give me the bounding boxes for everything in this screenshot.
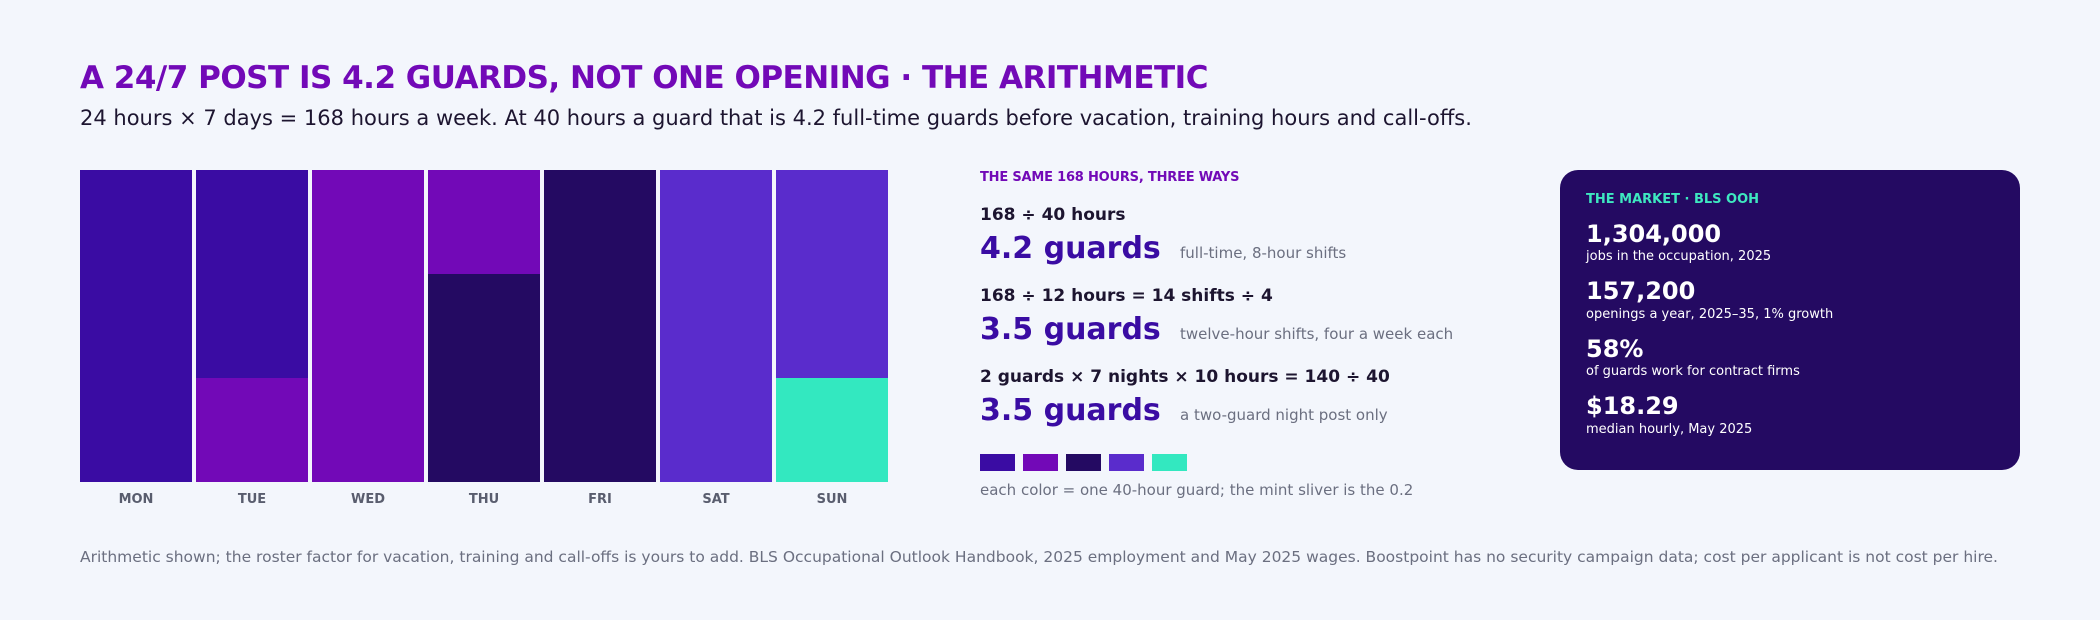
guard-shift-segment <box>312 170 424 482</box>
color-legend-note: each color = one 40-hour guard; the mint… <box>980 481 1414 499</box>
way-result: 3.5 guards <box>980 312 1161 347</box>
day-label: THU <box>468 492 500 507</box>
stat-description: openings a year, 2025–35, 1% growth <box>1586 306 1834 322</box>
roster-day-labels: MON TUE WED THU FRI SAT SUN <box>80 492 888 507</box>
stat-value: 157,200 <box>1586 277 1696 306</box>
roster-day-column <box>776 170 888 482</box>
roster-day-column <box>80 170 192 482</box>
way-result: 3.5 guards <box>980 393 1161 428</box>
stat-description: of guards work for contract firms <box>1586 364 1800 380</box>
legend-swatch <box>1066 454 1101 471</box>
day-label: SUN <box>816 492 848 507</box>
way-result-row: 4.2 guards full-time, 8-hour shifts <box>980 231 1500 266</box>
guard-shift-segment <box>776 378 888 482</box>
way-item: 2 guards × 7 nights × 10 hours = 140 ÷ 4… <box>980 367 1500 428</box>
legend-swatch <box>1152 454 1187 471</box>
way-result: 4.2 guards <box>980 231 1161 266</box>
page-subtitle: 24 hours × 7 days = 168 hours a week. At… <box>80 106 1472 130</box>
stat-value: $18.29 <box>1586 392 1679 421</box>
footnote: Arithmetic shown; the roster factor for … <box>80 548 1998 566</box>
legend-swatch <box>1109 454 1144 471</box>
day-label: TUE <box>237 492 267 507</box>
market-title: THE MARKET · BLS OOH <box>1586 192 1760 207</box>
roster-day-column <box>196 170 308 482</box>
guard-shift-segment <box>80 170 192 482</box>
market-card: THE MARKET · BLS OOH 1,304,000 jobs in t… <box>1560 170 2020 470</box>
week-roster: MON TUE WED THU FRI SAT SUN <box>80 170 888 510</box>
market-stat: 1,304,000 jobs in the occupation, 2025 <box>1586 220 1994 265</box>
stat-value: 58% <box>1586 334 1644 363</box>
guard-shift-segment <box>776 170 888 379</box>
way-item: 168 ÷ 40 hours 4.2 guards full-time, 8-h… <box>980 205 1500 266</box>
market-stat: 157,200 openings a year, 2025–35, 1% gro… <box>1586 277 1994 322</box>
market-stat: 58% of guards work for contract firms <box>1586 334 1994 380</box>
way-result-row: 3.5 guards twelve-hour shifts, four a we… <box>980 312 1500 347</box>
way-note: twelve-hour shifts, four a week each <box>1180 325 1454 343</box>
roster-day-column <box>660 170 772 482</box>
guard-shift-segment <box>428 273 540 482</box>
three-ways-panel: THE SAME 168 HOURS, THREE WAYS 168 ÷ 40 … <box>980 170 1500 499</box>
color-legend <box>980 454 1500 471</box>
way-note: full-time, 8-hour shifts <box>1180 244 1347 262</box>
roster-day-column <box>428 170 540 482</box>
way-result-row: 3.5 guards a two-guard night post only <box>980 393 1500 428</box>
page-title: A 24/7 POST IS 4.2 GUARDS, NOT ONE OPENI… <box>80 60 1208 96</box>
roster-day-column <box>312 170 424 482</box>
day-label: SAT <box>702 492 730 507</box>
legend-swatch <box>1023 454 1058 471</box>
day-label: MON <box>118 492 154 507</box>
guard-shift-segment <box>544 170 656 482</box>
guard-shift-segment <box>428 170 540 274</box>
way-item: 168 ÷ 12 hours = 14 shifts ÷ 4 3.5 guard… <box>980 286 1500 347</box>
legend-swatch <box>980 454 1015 471</box>
stat-description: jobs in the occupation, 2025 <box>1586 249 1772 265</box>
guard-shift-segment <box>660 170 772 482</box>
way-formula: 168 ÷ 12 hours = 14 shifts ÷ 4 <box>980 286 1273 306</box>
guard-shift-segment <box>196 170 308 379</box>
way-formula: 2 guards × 7 nights × 10 hours = 140 ÷ 4… <box>980 367 1390 387</box>
way-note: a two-guard night post only <box>1180 406 1388 424</box>
roster-day-column <box>544 170 656 482</box>
stat-description: median hourly, May 2025 <box>1586 421 1753 437</box>
market-stat: $18.29 median hourly, May 2025 <box>1586 392 1994 437</box>
way-formula: 168 ÷ 40 hours <box>980 205 1126 225</box>
stat-value: 1,304,000 <box>1586 220 1722 248</box>
guard-shift-segment <box>196 378 308 482</box>
roster-bars <box>80 170 888 482</box>
day-label: FRI <box>588 492 612 507</box>
three-ways-title: THE SAME 168 HOURS, THREE WAYS <box>980 170 1240 185</box>
day-label: WED <box>350 492 385 507</box>
